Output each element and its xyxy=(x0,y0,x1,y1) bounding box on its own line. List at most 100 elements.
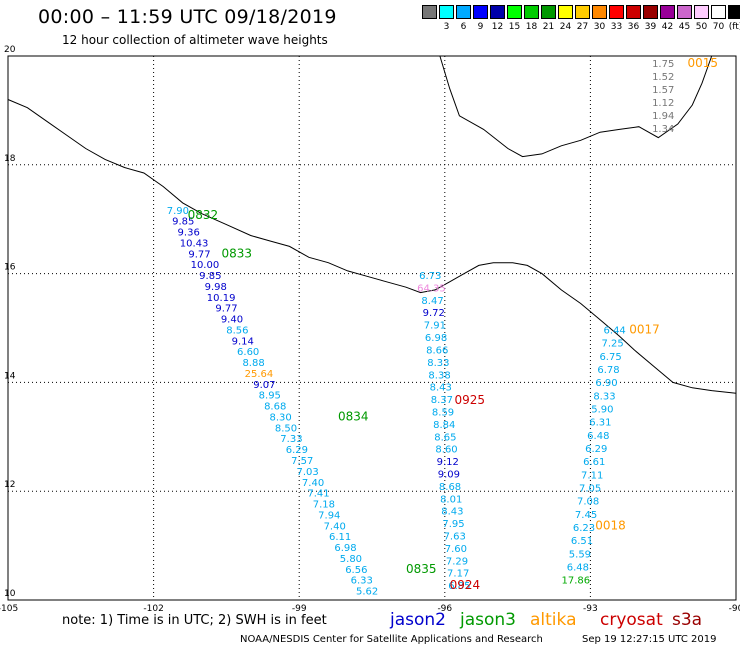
pass-time-label: 0833 xyxy=(222,246,253,260)
scale-swatch xyxy=(643,5,658,19)
wave-height-value: 7.94 xyxy=(318,510,340,521)
wave-height-value: 7.11 xyxy=(581,470,603,481)
scale-label: 39 xyxy=(644,22,657,32)
satellite-legend-jason3: jason3 xyxy=(460,610,516,630)
wave-height-value: 8.65 xyxy=(434,432,456,443)
pass-times: 0015 0832 0833 0017 0925 0834 0018 0835 0924 xyxy=(188,56,718,592)
scale-swatch xyxy=(439,5,454,19)
satellite-legend-cryosat: cryosat xyxy=(600,610,663,630)
wave-height-value: 1.75 xyxy=(652,59,674,70)
wave-height-value: 7.91 xyxy=(424,321,446,332)
wave-height-value: 6.73 xyxy=(419,271,441,282)
scale-label: 70 xyxy=(712,22,725,32)
wave-height-value: 6.44 xyxy=(604,325,626,336)
gulf-coastline xyxy=(439,55,713,158)
scale-label: 3 xyxy=(443,22,450,32)
wave-height-value: 1.52 xyxy=(652,72,674,83)
wave-height-value: 7.18 xyxy=(313,500,335,511)
wave-height-value: 6.33 xyxy=(351,576,373,587)
wave-height-value: 6.60 xyxy=(237,347,259,358)
scale-swatch xyxy=(507,5,522,19)
wave-height-value: 8.47 xyxy=(421,296,443,307)
wave-height-value: 6.48 xyxy=(567,563,589,574)
wave-height-value: 8.50 xyxy=(275,423,297,434)
wave-height-value: 7.60 xyxy=(445,544,467,555)
altimeter-tracks: 7.909.859.3610.439.7710.009.859.9810.199… xyxy=(167,59,675,598)
satellite-legend-jason2: jason2 xyxy=(390,610,446,630)
scale-swatch xyxy=(473,5,488,19)
wave-height-value: 9.09 xyxy=(438,469,460,480)
wave-height-value: 9.40 xyxy=(221,315,243,326)
scale-label: 6 xyxy=(460,22,467,32)
wave-height-value: 6.98 xyxy=(334,543,356,554)
pass-time-label: 0015 xyxy=(687,56,718,70)
wave-height-value: 17.86 xyxy=(562,576,591,587)
lon-tick-label: -99 xyxy=(292,604,307,614)
wave-height-value: 6.29 xyxy=(286,445,308,456)
wave-height-value: 8.01 xyxy=(440,494,462,505)
wave-height-value: 8.95 xyxy=(259,391,281,402)
wave-height-value: 9.36 xyxy=(178,228,200,239)
wave-height-value: 7.05 xyxy=(579,483,601,494)
scale-label: 9 xyxy=(477,22,484,32)
wave-height-value: 7.45 xyxy=(575,510,597,521)
wave-height-value: 9.12 xyxy=(437,457,459,468)
wave-height-value: 6.29 xyxy=(585,444,607,455)
scale-label: 30 xyxy=(593,22,606,32)
wave-height-value: 9.85 xyxy=(172,217,194,228)
scale-swatch xyxy=(592,5,607,19)
coastline xyxy=(7,55,737,394)
lon-tick-label: -102 xyxy=(143,604,163,614)
lat-tick-label: 16 xyxy=(4,263,16,273)
lon-tick-label: -105 xyxy=(0,604,18,614)
wave-height-value: 6.98 xyxy=(425,333,447,344)
wave-height-value: 6.11 xyxy=(329,532,351,543)
scale-label: (ft) xyxy=(728,22,740,32)
wave-height-value: 8.37 xyxy=(431,395,453,406)
wave-height-value: 7.90 xyxy=(167,206,189,217)
generated-timestamp: Sep 19 12:27:15 UTC 2019 xyxy=(582,634,717,645)
scale-swatch xyxy=(575,5,590,19)
wave-height-value: 9.98 xyxy=(205,282,227,293)
lat-tick-label: 12 xyxy=(4,480,15,490)
wave-height-value: 7.40 xyxy=(324,521,346,532)
wave-height-value: 8.84 xyxy=(433,420,455,431)
lat-tick-label: 20 xyxy=(4,45,16,55)
scale-label: 50 xyxy=(695,22,708,32)
wave-height-value: 8.68 xyxy=(264,402,286,413)
wave-height-value: 1.12 xyxy=(652,98,674,109)
wave-height-value: 7.95 xyxy=(442,519,464,530)
wave-height-value: 5.90 xyxy=(591,404,613,415)
wave-height-value: 6.48 xyxy=(587,431,609,442)
map-frame xyxy=(7,55,737,601)
track-jason-pass-west: 7.909.859.3610.439.7710.009.859.9810.199… xyxy=(167,206,379,598)
graticule xyxy=(8,56,736,600)
wave-height-value: 7.57 xyxy=(291,456,313,467)
wave-height-value: 8.43 xyxy=(441,507,463,518)
lon-tick-label: -96 xyxy=(437,604,452,614)
wave-height-value: 7.41 xyxy=(307,489,329,500)
scale-label: 18 xyxy=(525,22,538,32)
track-altika-pass-east: 6.44 7.25 6.75 6.78 6.90 8.33 5.90 6.31 6.48 6.29… xyxy=(562,325,626,586)
wave-height-value: 9.77 xyxy=(188,249,210,260)
wave-height-value: 5.80 xyxy=(340,554,362,565)
wave-height-value: 8.56 xyxy=(226,325,248,336)
scale-label: 33 xyxy=(610,22,623,32)
pass-time-label: 0832 xyxy=(188,208,219,222)
scale-swatch xyxy=(660,5,675,19)
scale-swatch xyxy=(456,5,471,19)
wave-height-value: 7.33 xyxy=(280,434,302,445)
wave-height-value: 8.43 xyxy=(430,383,452,394)
wave-height-value: 10.00 xyxy=(191,260,220,271)
wave-height-value: 6.56 xyxy=(345,565,367,576)
wave-height-value: 7.25 xyxy=(601,339,623,350)
map-title: 00:00 – 11:59 UTC 09/18/2019 xyxy=(38,6,337,28)
scale-label: 45 xyxy=(678,22,691,32)
scale-swatch xyxy=(609,5,624,19)
scale-label: 27 xyxy=(576,22,589,32)
scale-label: 15 xyxy=(508,22,521,32)
wave-height-value: 7.17 xyxy=(447,569,469,580)
wave-height-value: 6.51 xyxy=(571,536,593,547)
pacific-coastline xyxy=(7,99,737,394)
